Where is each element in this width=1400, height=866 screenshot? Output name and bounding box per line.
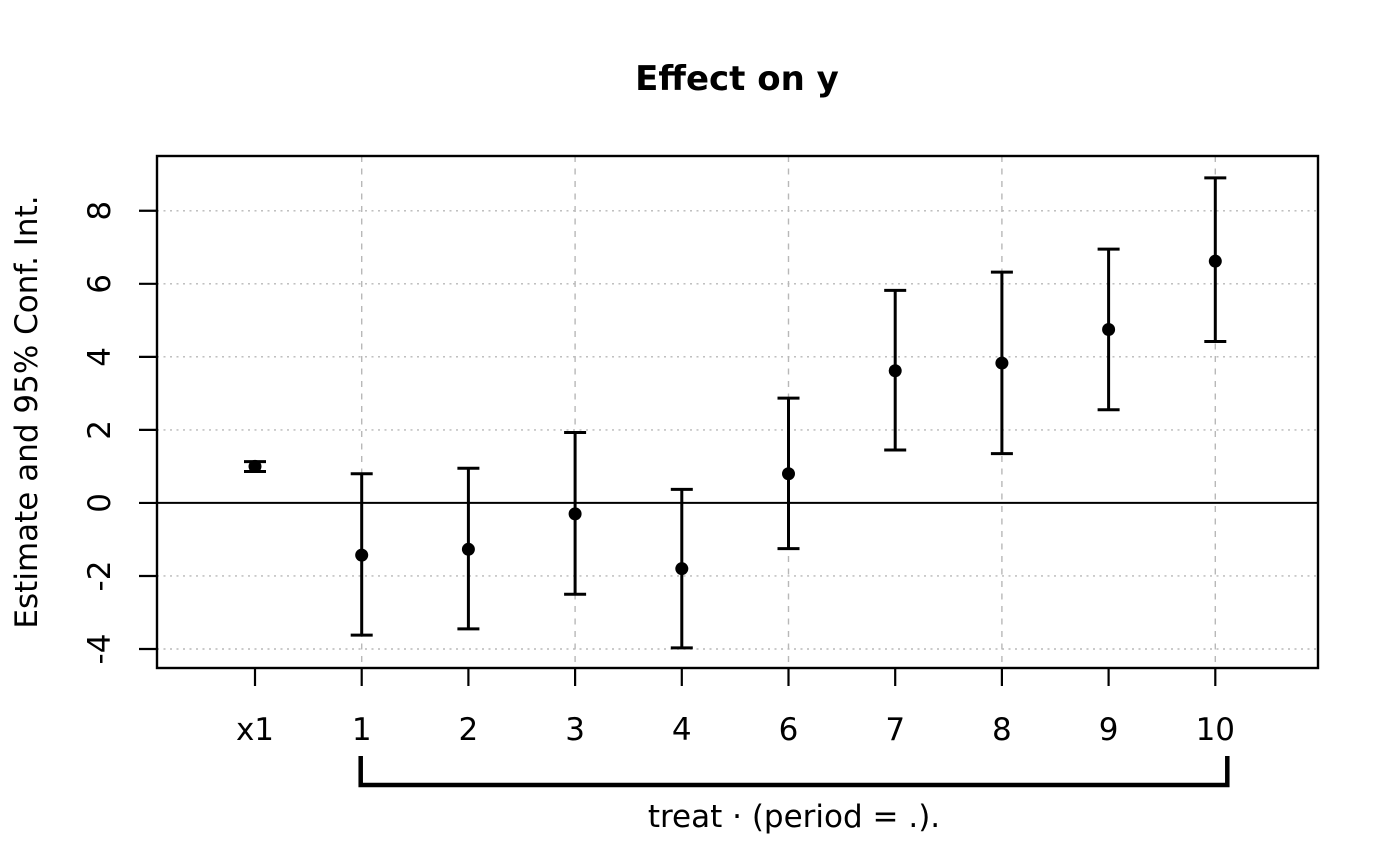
y-tick-label: 4: [82, 347, 118, 367]
estimate-dot: [888, 364, 902, 378]
estimate-dot: [1208, 254, 1222, 268]
y-tick-label: 0: [82, 493, 118, 513]
x-tick-label: 4: [672, 712, 692, 748]
y-tick-label: 8: [82, 201, 118, 221]
errorbar-point: [457, 466, 480, 631]
y-tick-label: 2: [82, 420, 118, 440]
estimate-dot: [675, 562, 689, 576]
errorbar-point: [777, 396, 800, 551]
group-bracket-layer: [358, 756, 1230, 788]
estimate-dot: [248, 459, 262, 473]
x-tick-label: 1: [352, 712, 372, 748]
x-tick-label: 9: [1099, 712, 1119, 748]
estimate-dot: [782, 467, 795, 481]
estimate-dot: [1102, 322, 1116, 336]
estimate-dot: [355, 548, 369, 562]
x-tick-label: 2: [459, 712, 479, 748]
errorbar-point: [350, 472, 373, 637]
x-tick-label: 6: [779, 712, 799, 748]
group-bracket: [358, 756, 1230, 788]
gridlines-layer: [157, 156, 1318, 668]
chart-title: Effect on y: [635, 59, 839, 99]
errorbar-point: [1204, 176, 1227, 344]
y-tick-label: 6: [82, 274, 118, 294]
estimate-dot: [461, 542, 475, 556]
estimate-dot: [568, 507, 582, 521]
axes-layer: -4 -2 0 2 4 6 8 x1 1 2 3 4 6 7 8 9 10: [82, 154, 1320, 748]
y-axis-title: Estimate and 95% Conf. Int.: [9, 195, 45, 628]
y-tick-label: -4: [82, 634, 118, 665]
plot-box: [155, 154, 1320, 670]
estimate-dot: [995, 356, 1009, 370]
errorbar-point: [564, 430, 587, 596]
errorbar-point: [1097, 247, 1120, 412]
errorbar-point: [990, 270, 1013, 456]
y-tick-label: -2: [82, 561, 118, 592]
x-tick-label: 7: [885, 712, 905, 748]
errorbar-point: [670, 487, 693, 650]
x-tick-label: x1: [236, 712, 274, 748]
errorbar-point: [884, 288, 907, 452]
x-tick-label: 8: [992, 712, 1012, 748]
x-tick-label: 10: [1196, 712, 1235, 748]
errorbar-point: [244, 459, 266, 474]
x-tick-label: 3: [565, 712, 585, 748]
errorbar-points-layer: [244, 176, 1227, 650]
group-bracket-label: treat · (period = .).: [648, 799, 940, 835]
